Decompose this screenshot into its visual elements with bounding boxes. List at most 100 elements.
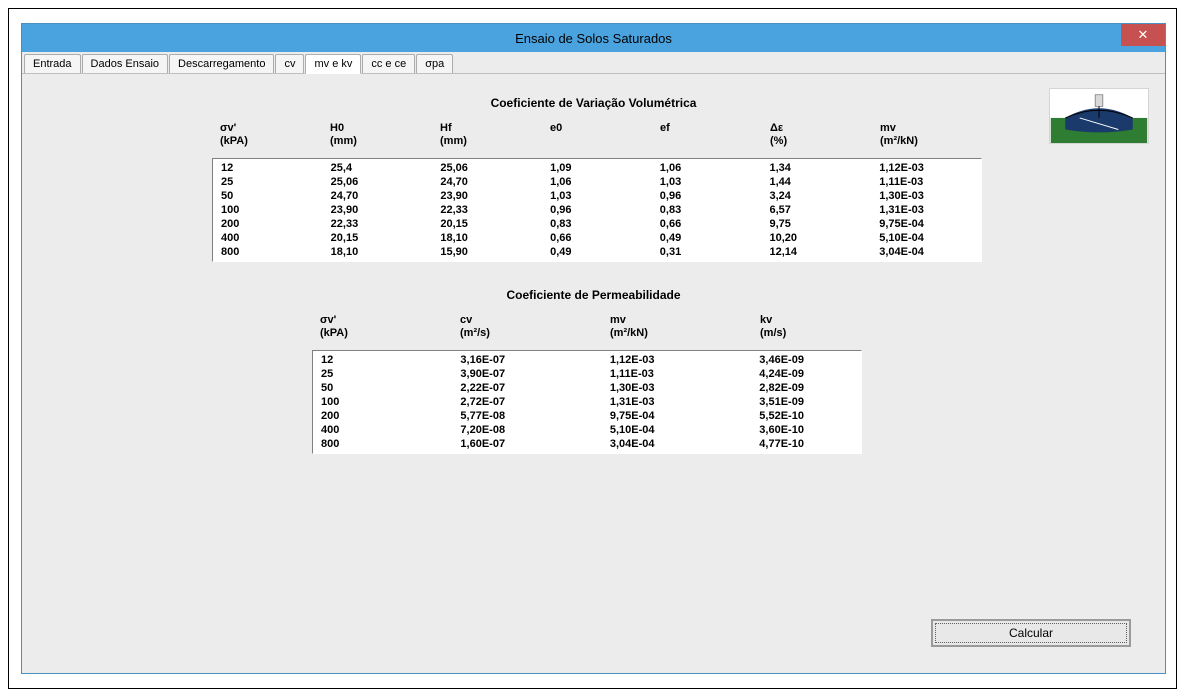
table-cell: 25 [213, 175, 323, 189]
table-cell: 5,52E-10 [751, 409, 861, 423]
table-cell: 1,34 [761, 159, 871, 175]
table-row: 5024,7023,901,030,963,241,30E-03 [213, 189, 981, 203]
column-header: Hf (mm) [432, 120, 542, 158]
table-cell: 1,31E-03 [871, 203, 981, 217]
table-cell: 7,20E-08 [452, 423, 601, 437]
table-cell: 400 [213, 231, 323, 245]
table-cell: 2,72E-07 [452, 395, 601, 409]
close-button[interactable]: ✕ [1121, 24, 1165, 46]
tab-content: Coeficiente de Variação Volumétrica σv' … [22, 74, 1165, 673]
table-cell: 1,11E-03 [602, 367, 751, 381]
table-cell: 9,75E-04 [871, 217, 981, 231]
tab-entrada[interactable]: Entrada [24, 54, 81, 73]
table-cell: 0,49 [652, 231, 762, 245]
table-cell: 3,46E-09 [751, 351, 861, 367]
table-cell: 1,09 [542, 159, 652, 175]
tabstrip: EntradaDados EnsaioDescarregamentocvmv e… [22, 52, 1165, 74]
outer-document-frame: Ensaio de Solos Saturados ✕ EntradaDados… [8, 8, 1177, 689]
titlebar: Ensaio de Solos Saturados ✕ [22, 24, 1165, 52]
calcular-button-label: Calcular [1009, 626, 1053, 640]
table-cell: 1,60E-07 [452, 437, 601, 453]
table-cell: 3,04E-04 [602, 437, 751, 453]
table-row: 8001,60E-073,04E-044,77E-10 [313, 437, 861, 453]
table-cell: 10,20 [761, 231, 871, 245]
table1-wrap: σv' (kPA)H0 (mm)Hf (mm)e0efΔε (%)mv (m²/… [212, 120, 982, 262]
table-cell: 100 [313, 395, 452, 409]
table-cell: 1,12E-03 [602, 351, 751, 367]
tab-σpa[interactable]: σpa [416, 54, 453, 73]
table2-header-row: σv' (kPA)cv (m²/s)mv (m²/kN)kv (m/s) [312, 312, 862, 350]
app-logo [1049, 88, 1149, 144]
table-cell: 25 [313, 367, 452, 381]
table-cell: 0,49 [542, 245, 652, 261]
column-header: mv (m²/kN) [602, 312, 752, 350]
column-header: σv' (kPA) [212, 120, 322, 158]
table-cell: 400 [313, 423, 452, 437]
table-cell: 1,06 [542, 175, 652, 189]
table-cell: 5,10E-04 [871, 231, 981, 245]
table2-wrap: σv' (kPA)cv (m²/s)mv (m²/kN)kv (m/s) 123… [312, 312, 862, 454]
table-cell: 0,66 [542, 231, 652, 245]
table-cell: 3,04E-04 [871, 245, 981, 261]
table-cell: 12 [313, 351, 452, 367]
table-cell: 800 [213, 245, 323, 261]
table-cell: 0,66 [652, 217, 762, 231]
calcular-button[interactable]: Calcular [931, 619, 1131, 647]
table-cell: 100 [213, 203, 323, 217]
column-header: cv (m²/s) [452, 312, 602, 350]
table-row: 80018,1015,900,490,3112,143,04E-04 [213, 245, 981, 261]
table-cell: 3,90E-07 [452, 367, 601, 381]
tab-mv-e-kv[interactable]: mv e kv [305, 54, 361, 74]
table-cell: 50 [213, 189, 323, 203]
table-cell: 2,22E-07 [452, 381, 601, 395]
table-cell: 0,96 [542, 203, 652, 217]
table-cell: 25,06 [323, 175, 433, 189]
table-cell: 18,10 [323, 245, 433, 261]
table-cell: 0,31 [652, 245, 762, 261]
table-permeability-body: 123,16E-071,12E-033,46E-09253,90E-071,11… [313, 351, 861, 453]
tab-cc-e-ce[interactable]: cc e ce [362, 54, 415, 73]
table-cell: 23,90 [432, 189, 542, 203]
table-cell: 3,16E-07 [452, 351, 601, 367]
close-icon: ✕ [1138, 27, 1149, 43]
table-row: 253,90E-071,11E-034,24E-09 [313, 367, 861, 381]
table-row: 1225,425,061,091,061,341,12E-03 [213, 159, 981, 175]
table-cell: 12,14 [761, 245, 871, 261]
table-cell: 25,4 [323, 159, 433, 175]
table-cell: 25,06 [432, 159, 542, 175]
tab-descarregamento[interactable]: Descarregamento [169, 54, 274, 73]
table-row: 2525,0624,701,061,031,441,11E-03 [213, 175, 981, 189]
column-header: H0 (mm) [322, 120, 432, 158]
table-cell: 12 [213, 159, 323, 175]
table-cell: 24,70 [432, 175, 542, 189]
table-cell: 18,10 [432, 231, 542, 245]
table-cell: 23,90 [323, 203, 433, 217]
table-cell: 3,24 [761, 189, 871, 203]
table-cell: 0,83 [652, 203, 762, 217]
tab-dados-ensaio[interactable]: Dados Ensaio [82, 54, 169, 73]
table-cell: 1,31E-03 [602, 395, 751, 409]
table-row: 10023,9022,330,960,836,571,31E-03 [213, 203, 981, 217]
tab-cv[interactable]: cv [275, 54, 304, 73]
table-cell: 1,44 [761, 175, 871, 189]
table-cell: 4,77E-10 [751, 437, 861, 453]
column-header: kv (m/s) [752, 312, 862, 350]
table-cell: 4,24E-09 [751, 367, 861, 381]
table-cell: 22,33 [432, 203, 542, 217]
table-cell: 1,11E-03 [871, 175, 981, 189]
table-row: 123,16E-071,12E-033,46E-09 [313, 351, 861, 367]
table-cell: 2,82E-09 [751, 381, 861, 395]
table-cell: 1,03 [542, 189, 652, 203]
column-header: e0 [542, 120, 652, 158]
table-volumetric: σv' (kPA)H0 (mm)Hf (mm)e0efΔε (%)mv (m²/… [212, 120, 982, 158]
table-cell: 50 [313, 381, 452, 395]
column-header: ef [652, 120, 762, 158]
table-cell: 24,70 [323, 189, 433, 203]
table-cell: 200 [213, 217, 323, 231]
logo-icon [1050, 89, 1148, 143]
table-cell: 9,75E-04 [602, 409, 751, 423]
table-cell: 9,75 [761, 217, 871, 231]
table-cell: 3,51E-09 [751, 395, 861, 409]
table-permeability: σv' (kPA)cv (m²/s)mv (m²/kN)kv (m/s) [312, 312, 862, 350]
table-row: 2005,77E-089,75E-045,52E-10 [313, 409, 861, 423]
